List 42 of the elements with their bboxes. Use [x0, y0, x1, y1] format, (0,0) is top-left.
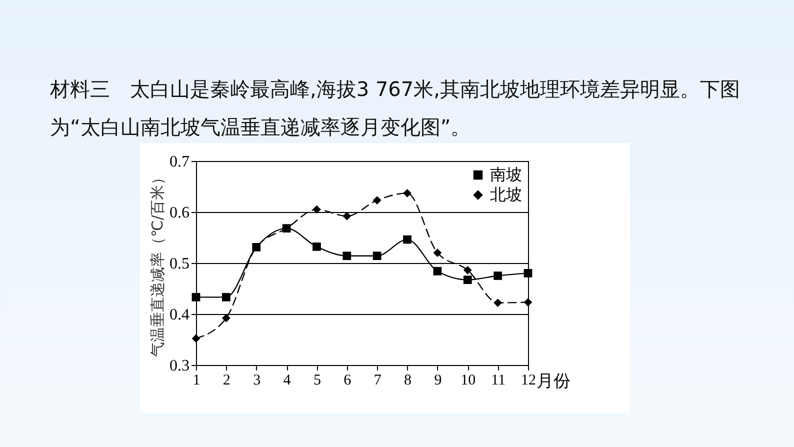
point — [342, 252, 352, 260]
x-tick-label: 5 — [313, 372, 321, 388]
x-axis-title: 月份 — [536, 372, 570, 392]
point — [372, 196, 382, 204]
point — [222, 292, 230, 302]
point — [433, 266, 442, 276]
y-tick-label: 0.4 — [170, 306, 190, 324]
point — [312, 205, 321, 214]
point — [403, 235, 412, 244]
y-tick-label: 0.6 — [170, 204, 190, 222]
point — [494, 272, 502, 280]
x-tick-label: 10 — [460, 372, 476, 388]
point — [494, 298, 502, 307]
point — [342, 212, 352, 220]
chart-title: 材料三 太白山是秦岭最高峰,海拔3 767米,其南北坡地理环境差异明显。下图为“太白山南北坡气温垂直递减率逐月变化图”。 — [50, 76, 741, 141]
point — [463, 266, 472, 274]
point — [192, 292, 200, 302]
y-tick-label: 0.3 — [170, 358, 190, 374]
point — [222, 314, 230, 322]
y-tick-label: 0.7 — [170, 154, 190, 170]
point — [433, 248, 442, 257]
point — [403, 188, 412, 198]
point — [312, 242, 321, 251]
y-axis-title: 气温垂直递减率（℃/百米） — [148, 170, 166, 357]
point — [192, 334, 200, 343]
x-tick-label: 9 — [434, 372, 442, 388]
legend-label: 南坡 — [490, 165, 522, 184]
point — [524, 269, 532, 278]
point — [463, 276, 472, 284]
x-tick-label: 7 — [374, 372, 382, 388]
x-tick-label: 11 — [491, 372, 506, 388]
legend-label: 北坡 — [490, 185, 522, 204]
x-tick-label: 2 — [222, 372, 230, 388]
x-tick-label: 6 — [344, 372, 352, 388]
x-tick-label: 4 — [283, 372, 292, 388]
y-tick-label: 0.5 — [170, 256, 190, 272]
point — [372, 252, 382, 260]
point — [524, 298, 532, 306]
x-tick-label: 8 — [404, 372, 412, 388]
x-tick-label: 1 — [192, 372, 200, 388]
x-tick-label: 12 — [521, 372, 536, 388]
x-tick-label: 3 — [253, 372, 261, 388]
